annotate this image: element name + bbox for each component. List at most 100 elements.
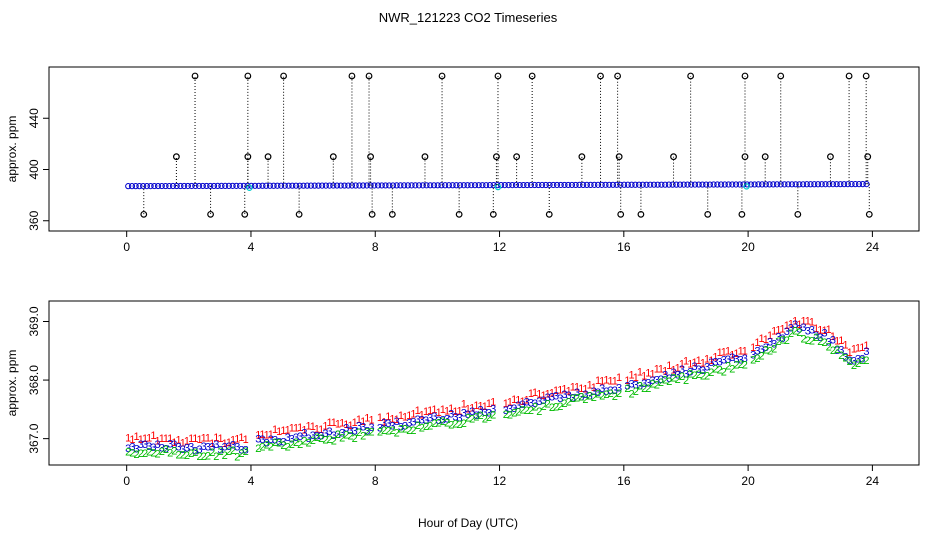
bottom-mark-3: 3 [431, 411, 437, 423]
top-baseline-point [397, 182, 404, 189]
bottom-mark-2: 2 [331, 435, 337, 447]
bottom-mark-3: 3 [389, 421, 395, 433]
bottom-mark-2: 2 [314, 432, 320, 444]
bottom-mark-1: 1 [293, 423, 299, 435]
bottom-mark-3: 3 [276, 436, 282, 448]
top-baseline-point [505, 182, 512, 189]
bottom-mark-2: 2 [545, 398, 551, 410]
bottom-mark-1: 1 [264, 430, 270, 442]
bottom-mark-1: 1 [394, 414, 400, 426]
top-baseline-point [565, 181, 572, 189]
bottom-mark-1: 1 [842, 340, 848, 352]
top-baseline-point [751, 181, 758, 188]
bottom-mark-2: 2 [528, 405, 534, 417]
top-baseline-point [758, 181, 766, 188]
bottom-mark-2: 2 [255, 443, 261, 455]
bottom-mark-2: 2 [293, 437, 299, 449]
top-baseline-point [583, 181, 590, 188]
top-baseline-point [207, 182, 214, 190]
bottom-mark-2: 2 [725, 360, 731, 372]
bottom-mark-1: 1 [188, 433, 194, 445]
bottom-mark-3: 3 [406, 418, 412, 430]
top-baseline-point [520, 181, 527, 189]
top-baseline-point [427, 182, 434, 189]
bottom-mark-2: 2 [301, 435, 307, 447]
top-spike-point [280, 72, 287, 80]
top-ylabel: approx. ppm [5, 116, 19, 183]
top-baseline-point [434, 182, 441, 189]
bottom-mark-3: 3 [196, 444, 202, 456]
bottom-mark-2: 2 [184, 450, 190, 462]
bottom-mark-1: 1 [457, 406, 463, 418]
bottom-mark-3: 3 [167, 439, 173, 451]
bottom-mark-2: 2 [595, 388, 601, 400]
top-baseline-point [285, 182, 292, 189]
top-baseline-point [669, 181, 676, 188]
bottom-mark-3: 3 [595, 387, 601, 399]
bottom-mark-2: 2 [700, 370, 706, 382]
bottom-mark-3: 3 [612, 385, 618, 397]
bottom-mark-3: 3 [293, 432, 299, 444]
top-baseline-point [125, 183, 132, 190]
bottom-mark-2: 2 [519, 404, 525, 416]
bottom-mark-1: 1 [536, 388, 542, 400]
bottom-mark-2: 2 [608, 388, 614, 400]
bottom-mark-2: 2 [406, 425, 412, 437]
bottom-mark-2: 2 [129, 448, 135, 460]
bottom-mark-1: 1 [440, 404, 446, 416]
top-baseline-point [785, 181, 792, 188]
bottom-mark-3: 3 [138, 439, 144, 451]
bottom-mark-2: 2 [624, 383, 630, 395]
bottom-mark-2: 2 [666, 376, 672, 388]
bottom-mark-2: 2 [721, 367, 727, 379]
bottom-mark-2: 2 [754, 353, 760, 365]
top-baseline-point [501, 182, 508, 189]
top-baseline-point [356, 182, 363, 189]
bottom-mark-2: 2 [511, 407, 517, 419]
bottom-mark-3: 3 [629, 379, 635, 391]
bottom-mark-3: 3 [280, 436, 286, 448]
bottom-mark-3: 3 [566, 390, 572, 402]
bottom-mark-1: 1 [641, 371, 647, 383]
bottom-mark-2: 2 [289, 439, 295, 451]
bottom-mark-3: 3 [830, 334, 836, 346]
top-spike-point [578, 153, 586, 161]
bottom-mark-2: 2 [243, 446, 249, 458]
top-spike-point [489, 210, 497, 218]
bottom-mark-3: 3 [801, 322, 807, 334]
bottom-mark-1: 1 [276, 426, 282, 438]
top-baseline-point [333, 182, 341, 189]
bottom-mark-1: 1 [448, 403, 454, 415]
bottom-mark-1: 1 [503, 398, 509, 410]
top-spike-point [761, 153, 769, 161]
top-baseline-point [278, 182, 285, 189]
top-baseline-point [236, 182, 244, 189]
top-baseline-point [352, 182, 359, 189]
bottom-mark-2: 2 [712, 363, 718, 375]
top-baseline-point [665, 181, 672, 188]
bottom-mark-2: 2 [507, 409, 513, 421]
top-spike-point [348, 72, 356, 80]
top-baseline-point [363, 182, 370, 189]
top-baseline-point [788, 181, 796, 188]
bottom-mark-2: 2 [645, 383, 651, 395]
top-spike-point [865, 210, 873, 218]
bottom-mark-1: 1 [775, 324, 781, 336]
bottom-mark-1: 1 [289, 423, 295, 435]
top-baseline-point [527, 181, 535, 189]
bottom-mark-2: 2 [490, 410, 496, 422]
bottom-mark-1: 1 [838, 335, 844, 347]
top-baseline-point [449, 182, 456, 189]
bottom-mark-2: 2 [855, 358, 861, 370]
bottom-mark-1: 1 [461, 399, 467, 411]
top-baseline-point [781, 181, 788, 188]
bottom-mark-2: 2 [259, 441, 265, 453]
bottom-mark-2: 2 [574, 392, 580, 404]
top-baseline-point [374, 182, 382, 189]
bottom-mark-3: 3 [461, 408, 467, 420]
top-baseline-point [658, 181, 665, 188]
bottom-mark-1: 1 [515, 395, 521, 407]
top-baseline-point [852, 181, 859, 188]
bottom-mark-2: 2 [360, 431, 366, 443]
top-baseline-point [807, 181, 814, 188]
